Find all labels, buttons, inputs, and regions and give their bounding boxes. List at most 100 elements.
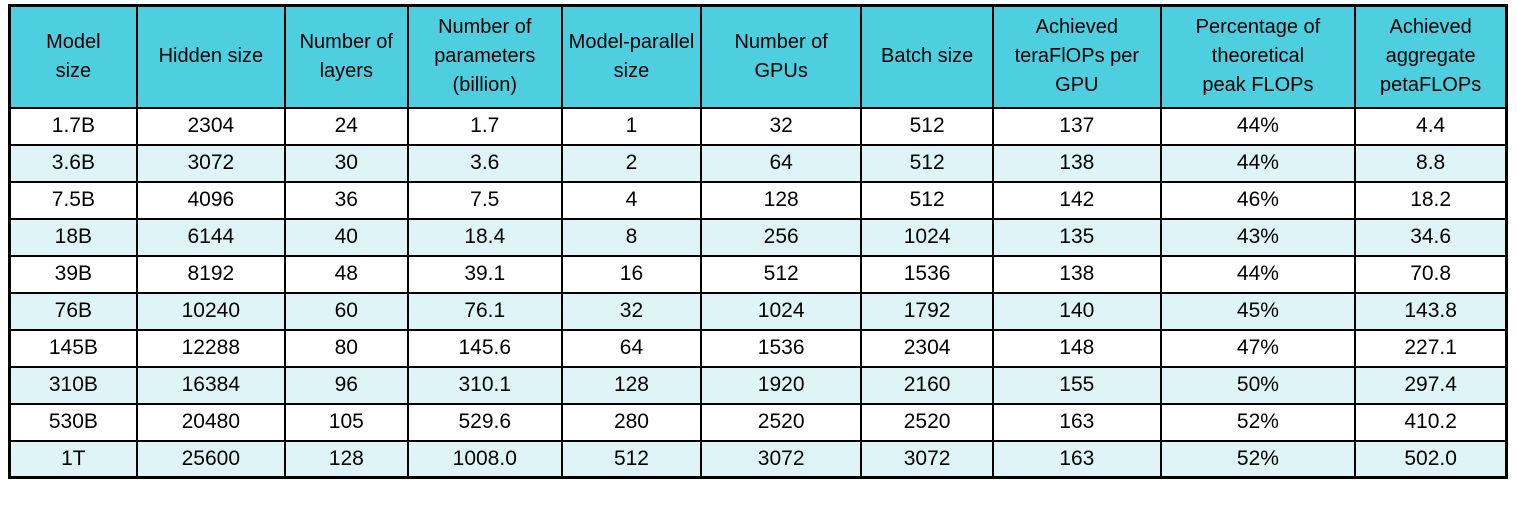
table-row-7: 310B 16384 96 310.1 128 1920 2160 155 50% 297.4 xyxy=(8,365,1508,405)
table-cell: 1536 xyxy=(700,328,863,368)
table-cell: 47% xyxy=(1159,328,1357,368)
table-cell: 256 xyxy=(700,217,863,257)
table-cell: 3072 xyxy=(135,143,286,183)
table-cell: 45% xyxy=(1159,291,1357,331)
table-row-5: 76B 10240 60 76.1 32 1024 1792 140 45% 143.8 xyxy=(8,291,1508,331)
table-cell: 44% xyxy=(1159,106,1357,146)
table-cell: 16 xyxy=(560,254,703,294)
table-cell: 39.1 xyxy=(406,254,563,294)
table-cell: 530B xyxy=(8,402,138,442)
header-cell-6: Batch size xyxy=(860,4,994,109)
table-cell: 297.4 xyxy=(1354,365,1508,405)
table-cell: 2304 xyxy=(860,328,994,368)
table-cell: 148 xyxy=(991,328,1162,368)
table-cell: 60 xyxy=(283,291,409,331)
table-cell: 140 xyxy=(991,291,1162,331)
table-cell: 64 xyxy=(560,328,703,368)
table-cell: 145.6 xyxy=(406,328,563,368)
table-cell: 12288 xyxy=(135,328,286,368)
table-cell: 10240 xyxy=(135,291,286,331)
table-cell: 25600 xyxy=(135,439,286,479)
header-cell-1: Hidden size xyxy=(135,4,286,109)
header-cell-0: Model size xyxy=(8,4,138,109)
table-cell: 4096 xyxy=(135,180,286,220)
table-cell: 135 xyxy=(991,217,1162,257)
table-cell: 1792 xyxy=(860,291,994,331)
table-cell: 4 xyxy=(560,180,703,220)
table-cell: 512 xyxy=(860,143,994,183)
table-cell: 8 xyxy=(560,217,703,257)
table-cell: 70.8 xyxy=(1354,254,1508,294)
header-cell-9: Achieved aggregate petaFLOPs xyxy=(1354,4,1508,109)
table-cell: 64 xyxy=(700,143,863,183)
table-cell: 2 xyxy=(560,143,703,183)
table-cell: 163 xyxy=(991,439,1162,479)
table-cell: 310.1 xyxy=(406,365,563,405)
table-cell: 48 xyxy=(283,254,409,294)
header-cell-7: Achieved teraFlOPs per GPU xyxy=(991,4,1162,109)
table-cell: 80 xyxy=(283,328,409,368)
table-cell: 1920 xyxy=(700,365,863,405)
table-row-4: 39B 8192 48 39.1 16 512 1536 138 44% 70.8 xyxy=(8,254,1508,294)
table-cell: 43% xyxy=(1159,217,1357,257)
table-cell: 96 xyxy=(283,365,409,405)
table-row-8: 530B 20480 105 529.6 280 2520 2520 163 52% 410.2 xyxy=(8,402,1508,442)
table-cell: 128 xyxy=(700,180,863,220)
table-cell: 1536 xyxy=(860,254,994,294)
header-cell-2: Number of layers xyxy=(283,4,409,109)
table-cell: 7.5 xyxy=(406,180,563,220)
table-cell: 502.0 xyxy=(1354,439,1508,479)
table-body: 1.7B 2304 24 1.7 1 32 512 137 44% 4.4 3.6B 3072 30 3.… xyxy=(8,106,1508,479)
table-cell: 138 xyxy=(991,143,1162,183)
table-cell: 24 xyxy=(283,106,409,146)
table-row-1: 3.6B 3072 30 3.6 2 64 512 138 44% 8.8 xyxy=(8,143,1508,183)
table-cell: 18.4 xyxy=(406,217,563,257)
table-row-6: 145B 12288 80 145.6 64 1536 2304 148 47% 227.1 xyxy=(8,328,1508,368)
table-cell: 8.8 xyxy=(1354,143,1508,183)
table-cell: 8192 xyxy=(135,254,286,294)
table-cell: 529.6 xyxy=(406,402,563,442)
table-cell: 34.6 xyxy=(1354,217,1508,257)
table-cell: 76B xyxy=(8,291,138,331)
table-cell: 18B xyxy=(8,217,138,257)
table-cell: 1024 xyxy=(700,291,863,331)
table-row-9: 1T 25600 128 1008.0 512 3072 3072 163 52% 502.0 xyxy=(8,439,1508,479)
table-cell: 1 xyxy=(560,106,703,146)
table-cell: 145B xyxy=(8,328,138,368)
table-cell: 36 xyxy=(283,180,409,220)
model-scaling-table: Model size Hidden size Number of layers Num… xyxy=(8,4,1508,479)
table-cell: 32 xyxy=(700,106,863,146)
table-cell: 512 xyxy=(860,106,994,146)
table-cell: 142 xyxy=(991,180,1162,220)
table-cell: 76.1 xyxy=(406,291,563,331)
table-cell: 16384 xyxy=(135,365,286,405)
table-cell: 7.5B xyxy=(8,180,138,220)
table-cell: 4.4 xyxy=(1354,106,1508,146)
table-cell: 1024 xyxy=(860,217,994,257)
table-cell: 52% xyxy=(1159,402,1357,442)
table-cell: 3.6B xyxy=(8,143,138,183)
table-cell: 18.2 xyxy=(1354,180,1508,220)
table-cell: 20480 xyxy=(135,402,286,442)
table-cell: 105 xyxy=(283,402,409,442)
table-cell: 128 xyxy=(560,365,703,405)
table-cell: 50% xyxy=(1159,365,1357,405)
header-cell-5: Number of GPUs xyxy=(700,4,863,109)
table-cell: 32 xyxy=(560,291,703,331)
table-cell: 2160 xyxy=(860,365,994,405)
header-cell-8: Percentage of theoretical peak FLOPs xyxy=(1159,4,1357,109)
table-cell: 6144 xyxy=(135,217,286,257)
table-cell: 128 xyxy=(283,439,409,479)
table-cell: 410.2 xyxy=(1354,402,1508,442)
header-cell-4: Model-parallel size xyxy=(560,4,703,109)
table-cell: 3072 xyxy=(700,439,863,479)
table-cell: 1008.0 xyxy=(406,439,563,479)
table-cell: 44% xyxy=(1159,254,1357,294)
table-cell: 40 xyxy=(283,217,409,257)
table-cell: 39B xyxy=(8,254,138,294)
table-cell: 137 xyxy=(991,106,1162,146)
table-cell: 1.7B xyxy=(8,106,138,146)
table-cell: 2304 xyxy=(135,106,286,146)
table-row-3: 18B 6144 40 18.4 8 256 1024 135 43% 34.6 xyxy=(8,217,1508,257)
table-cell: 2520 xyxy=(860,402,994,442)
